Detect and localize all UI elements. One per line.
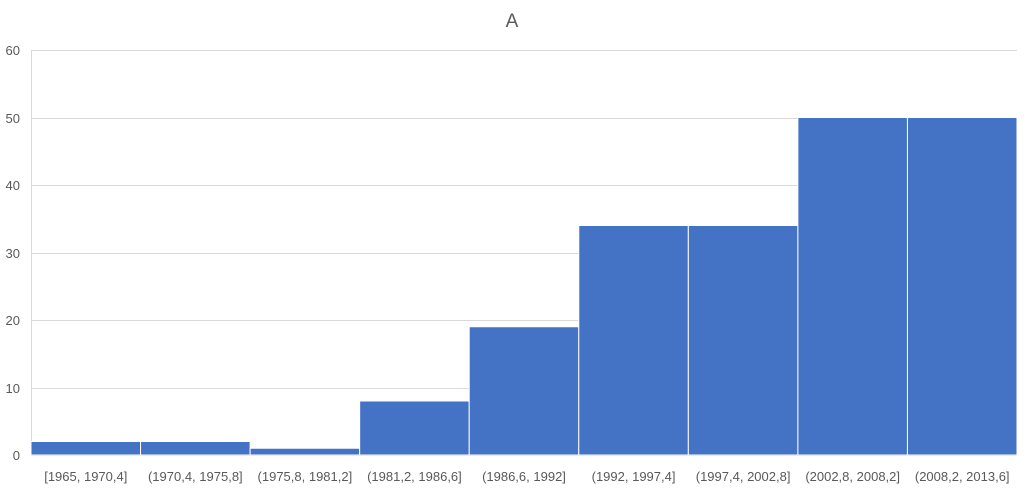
y-tick-label: 10	[6, 381, 20, 396]
bar	[906, 117, 1018, 456]
gridlines	[31, 50, 1017, 456]
x-category-label: (2002,8, 2008,2]	[805, 469, 900, 484]
y-tick-label: 20	[6, 313, 20, 328]
bar	[30, 441, 142, 456]
x-category-label: [1965, 1970,4]	[44, 469, 127, 484]
x-axis-categories: [1965, 1970,4] (1970,4, 1975,8] (1975,8, 1…	[44, 469, 1009, 484]
x-category-label: (2008,2, 2013,6]	[915, 469, 1010, 484]
bar	[140, 441, 251, 456]
x-category-label: (1970,4, 1975,8]	[148, 469, 243, 484]
y-tick-label: 30	[6, 246, 20, 261]
y-tick-label: 60	[6, 43, 20, 58]
y-tick-label: 0	[13, 448, 20, 463]
chart-title: A	[506, 11, 519, 32]
bars	[30, 117, 1018, 456]
x-category-label: (1981,2, 1986,6]	[367, 469, 462, 484]
bar	[797, 117, 908, 456]
bar	[468, 326, 580, 456]
bar	[687, 225, 799, 456]
x-category-label: (1992, 1997,4]	[592, 469, 676, 484]
y-axis-ticks: 0 10 20 30 40 50 60	[6, 43, 20, 463]
x-category-label: (1975,8, 1981,2]	[258, 469, 353, 484]
bar	[249, 447, 361, 456]
y-tick-label: 50	[6, 111, 20, 126]
x-category-label: (1986,6, 1992]	[482, 469, 566, 484]
bar	[578, 225, 689, 456]
x-category-label: (1997,4, 2002,8]	[696, 469, 791, 484]
bar	[359, 400, 470, 456]
y-tick-label: 40	[6, 178, 20, 193]
